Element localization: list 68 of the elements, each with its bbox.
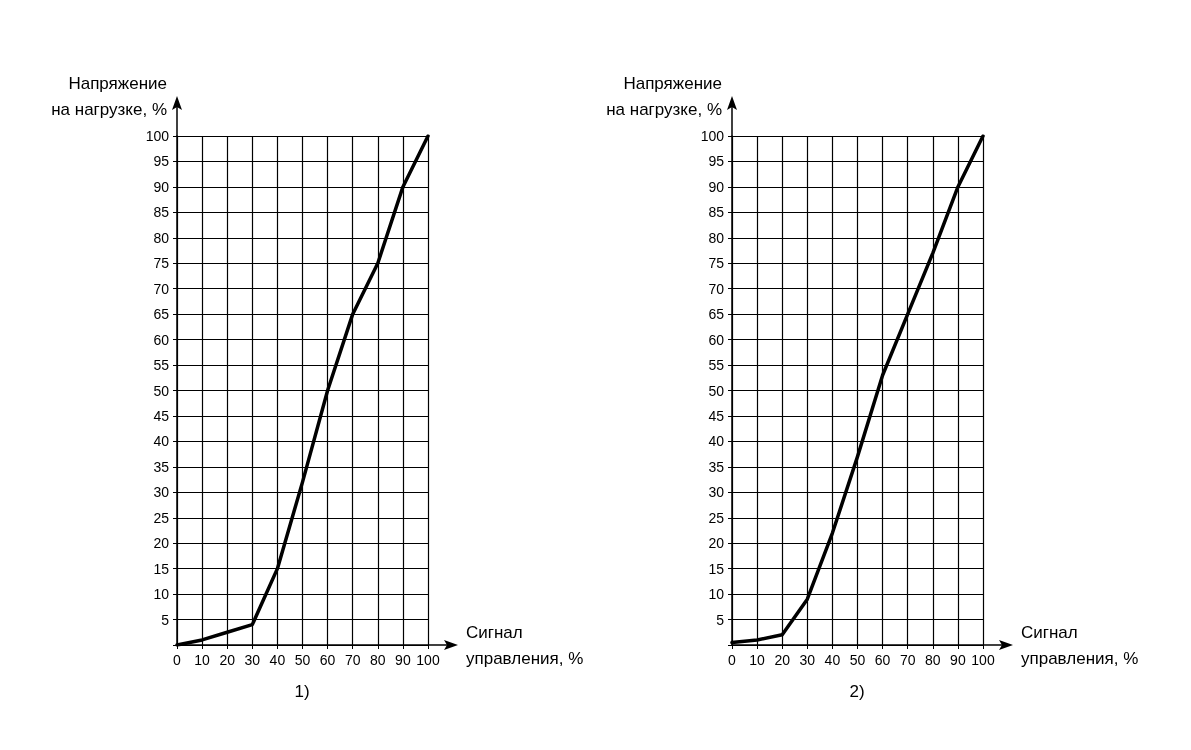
x-tick-label: 10 xyxy=(749,652,766,668)
x-tick-label: 80 xyxy=(370,652,386,668)
y-tick-label: 90 xyxy=(153,178,170,195)
y-tick-label: 65 xyxy=(708,306,725,323)
x-tick-label: 80 xyxy=(925,652,941,668)
y-tick-label: 35 xyxy=(153,458,170,475)
y-tick-label: 70 xyxy=(708,280,725,297)
y-tick-label: 80 xyxy=(153,229,170,246)
y-tick-label: 40 xyxy=(708,433,725,450)
x-tick-label: 100 xyxy=(416,652,440,668)
y-tick-label: 100 xyxy=(700,128,725,144)
text: 1) xyxy=(294,682,310,701)
x-tick-label: 20 xyxy=(774,652,791,668)
x-tick-label: 30 xyxy=(799,652,816,668)
y-tick-label: 15 xyxy=(708,560,725,577)
y-tick-label: 80 xyxy=(708,229,725,246)
y-tick-label: 85 xyxy=(708,204,725,221)
x-tick-label: 50 xyxy=(849,652,866,668)
y-tick-label: 60 xyxy=(708,331,725,348)
x-tick-label: 70 xyxy=(899,652,916,668)
x-tick-label: 10 xyxy=(194,652,211,668)
y-tick-label: 90 xyxy=(708,178,725,195)
y-tick-label: 55 xyxy=(708,357,725,374)
y-tick-label: 20 xyxy=(708,535,725,552)
y-tick-label: 10 xyxy=(153,586,170,603)
x-axis-title: Сигнал управления, % xyxy=(1021,622,1139,668)
y-tick-label: 75 xyxy=(708,255,725,272)
y-tick-label: 65 xyxy=(153,306,170,323)
x-tick-label: 90 xyxy=(950,652,966,668)
y-tick-label: 75 xyxy=(153,255,170,272)
x-tick-label: 20 xyxy=(219,652,236,668)
x-tick-label: 90 xyxy=(395,652,411,668)
text: 2) xyxy=(849,682,865,701)
y-tick-label: 10 xyxy=(708,586,725,603)
y-tick-label: 45 xyxy=(708,407,725,424)
y-tick-label: 25 xyxy=(153,509,170,526)
x-tick-label: 40 xyxy=(269,652,286,668)
x-tick-label: 70 xyxy=(344,652,361,668)
y-tick-label: 85 xyxy=(153,204,170,221)
y-tick-label: 5 xyxy=(716,611,725,628)
y-axis-title: Напряжение на нагрузке, % xyxy=(606,73,722,119)
x-tick-label: 0 xyxy=(728,652,737,668)
y-tick-label: 95 xyxy=(153,153,170,170)
x-tick-label: 0 xyxy=(173,652,182,668)
x-tick-label: 60 xyxy=(319,652,336,668)
y-tick-label: 50 xyxy=(153,382,170,399)
y-tick-label: 35 xyxy=(708,458,725,475)
x-axis-title: Сигнал управления, % xyxy=(466,622,584,668)
y-tick-label: 5 xyxy=(161,611,170,628)
y-tick-label: 30 xyxy=(708,484,725,501)
x-tick-label: 50 xyxy=(294,652,311,668)
y-tick-label: 20 xyxy=(153,535,170,552)
y-tick-label: 40 xyxy=(153,433,170,450)
y-tick-label: 25 xyxy=(708,509,725,526)
y-tick-label: 50 xyxy=(708,382,725,399)
x-tick-label: 60 xyxy=(874,652,891,668)
y-axis-title: Напряжение на нагрузке, % xyxy=(51,73,167,119)
y-tick-label: 45 xyxy=(153,407,170,424)
x-tick-label: 100 xyxy=(971,652,995,668)
y-tick-label: 60 xyxy=(153,331,170,348)
y-tick-label: 15 xyxy=(153,560,170,577)
y-tick-label: 100 xyxy=(145,128,170,144)
y-tick-label: 95 xyxy=(708,153,725,170)
y-tick-label: 55 xyxy=(153,357,170,374)
x-tick-label: 40 xyxy=(824,652,841,668)
y-tick-label: 30 xyxy=(153,484,170,501)
y-tick-label: 70 xyxy=(153,280,170,297)
x-tick-label: 30 xyxy=(244,652,261,668)
